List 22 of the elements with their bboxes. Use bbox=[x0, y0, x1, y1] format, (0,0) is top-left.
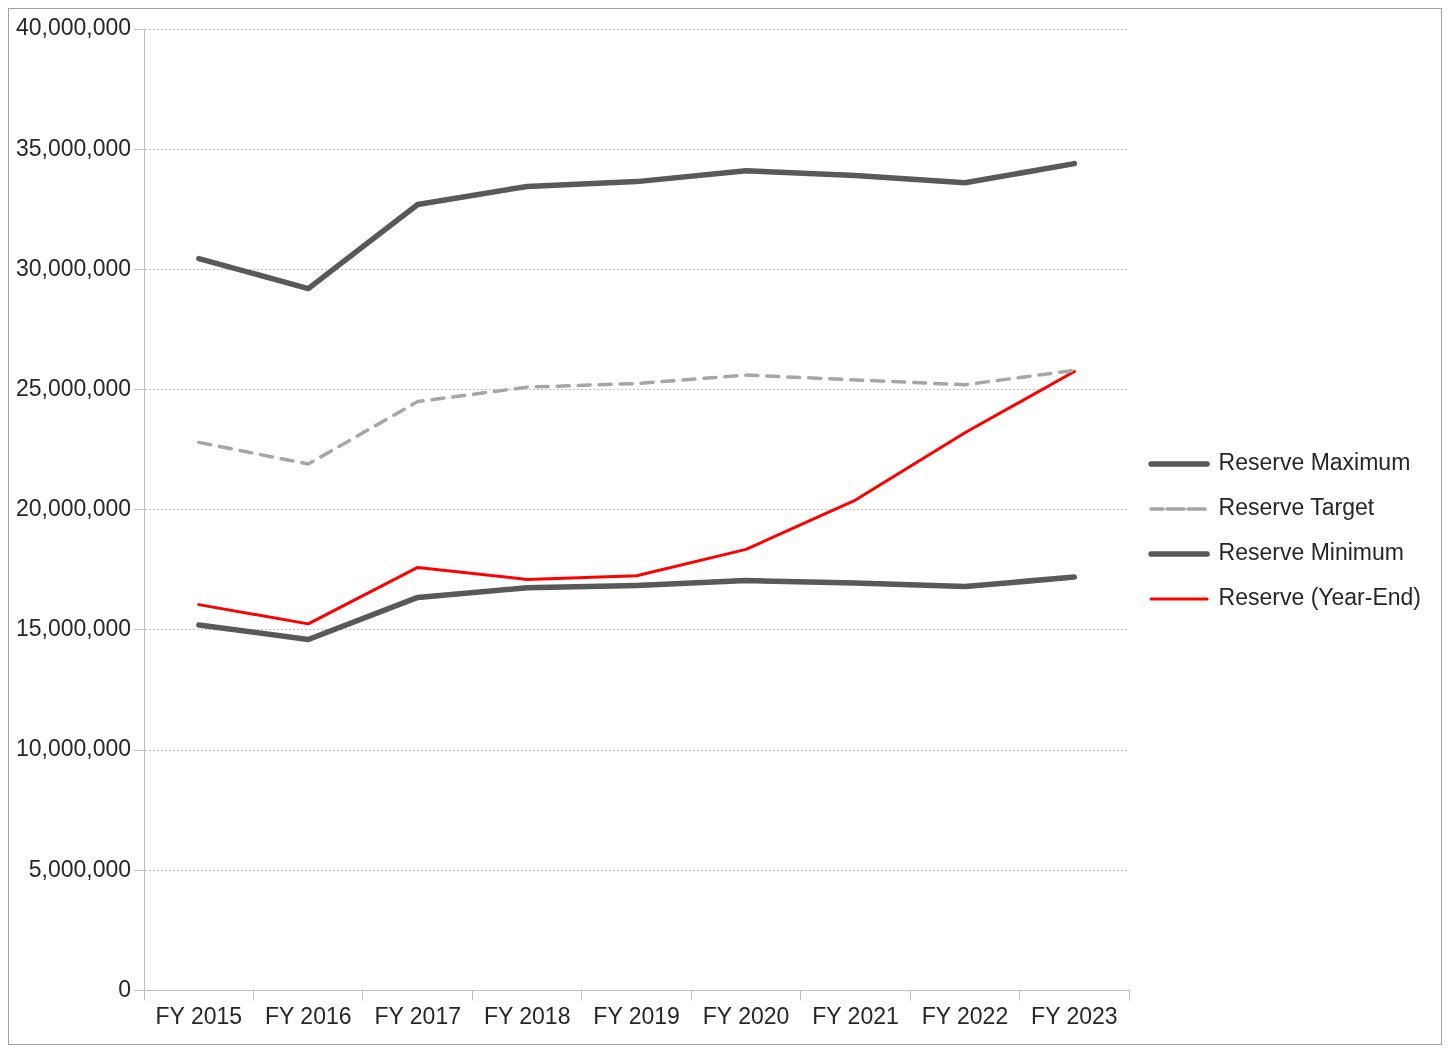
legend-label: Reserve Minimum bbox=[1218, 539, 1404, 566]
x-tick-label: FY 2021 bbox=[812, 1002, 899, 1029]
x-tick-label: FY 2023 bbox=[1031, 1002, 1118, 1029]
y-tick-label: 15,000,000 bbox=[15, 615, 132, 642]
x-tick-label: FY 2019 bbox=[593, 1002, 680, 1029]
x-tick-label: FY 2017 bbox=[374, 1002, 461, 1029]
y-tick-label: 25,000,000 bbox=[15, 374, 132, 401]
legend-label: Reserve (Year-End) bbox=[1218, 584, 1422, 611]
legend-label: Reserve Target bbox=[1218, 494, 1375, 521]
y-tick-label: 5,000,000 bbox=[28, 855, 132, 882]
x-tick-label: FY 2022 bbox=[921, 1002, 1009, 1029]
y-tick-label: 20,000,000 bbox=[15, 495, 132, 522]
legend-label: Reserve Maximum bbox=[1218, 449, 1411, 476]
y-tick-label: 0 bbox=[118, 975, 132, 1002]
x-tick-label: FY 2015 bbox=[155, 1002, 243, 1029]
y-tick-label: 40,000,000 bbox=[15, 14, 132, 41]
y-tick-label: 35,000,000 bbox=[15, 134, 132, 161]
x-tick-label: FY 2018 bbox=[483, 1002, 571, 1029]
x-tick-label: FY 2016 bbox=[265, 1002, 352, 1029]
y-tick-label: 10,000,000 bbox=[15, 735, 132, 762]
y-tick-label: 30,000,000 bbox=[15, 254, 132, 281]
x-tick-label: FY 2020 bbox=[702, 1002, 790, 1029]
